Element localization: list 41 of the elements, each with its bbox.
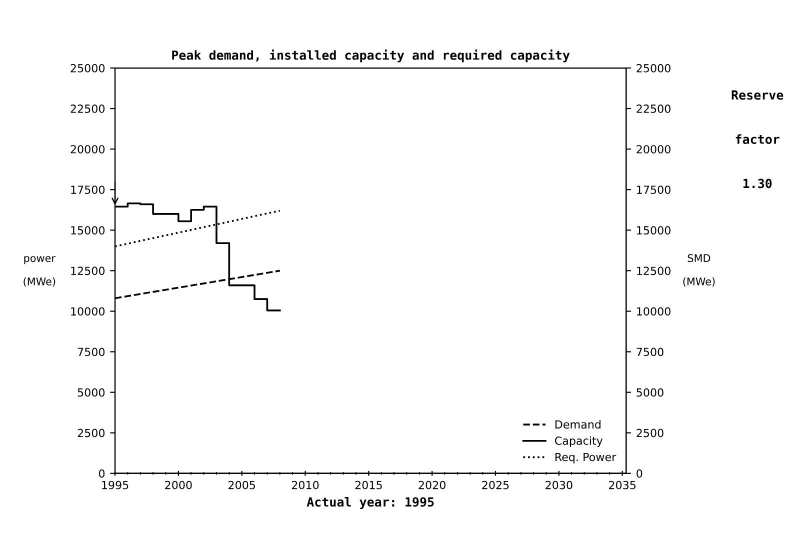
legend-label: Req. Power [555, 452, 616, 464]
y2-tick-label: 22500 [636, 104, 670, 113]
x-tick-label: 2010 [292, 480, 319, 490]
y-tick-label: 25000 [70, 64, 105, 72]
x-axis-title: Actual year: 1995 [306, 496, 434, 510]
y-tick-label: 15000 [71, 226, 105, 235]
y-tick-label: 5000 [78, 388, 105, 397]
x-tick-label: 2020 [418, 480, 446, 490]
x-tick-label: 2035 [609, 480, 636, 490]
legend-label: Demand [555, 420, 600, 429]
y2-tick-label: 15000 [637, 226, 670, 235]
legend-label: Capacity [554, 436, 603, 448]
y-tick-label: 7500 [78, 348, 105, 356]
x-tick-label: 2030 [546, 480, 572, 490]
y2-tick-label: 7500 [636, 348, 664, 356]
y2-tick-label: 17500 [637, 186, 670, 194]
x-tick-label: 1995 [102, 480, 128, 490]
text: 1.30 [743, 178, 772, 188]
y2-tick-label: 5000 [636, 388, 664, 397]
y-tick-label: 22500 [70, 104, 105, 113]
y2-tick-label: 0 [636, 469, 642, 478]
x-tick-label: 2015 [355, 480, 382, 490]
chart-title: Peak demand, installed capacity and required capacity [172, 50, 570, 62]
text: factor [736, 134, 780, 144]
y-tick-label: 10000 [71, 307, 105, 316]
x-tick-label: 2000 [165, 480, 192, 490]
y2-tick-label: 25000 [636, 64, 670, 72]
x-tick-label: 2005 [228, 480, 256, 490]
y2-tick-label: 20000 [636, 145, 670, 154]
y-tick-label: 0 [98, 469, 105, 478]
text: SMD (MWe) [683, 254, 715, 287]
y2-tick-label: 12500 [637, 266, 670, 276]
y-tick-label: 2500 [78, 428, 105, 438]
text: Reserve [732, 90, 784, 100]
text: power (MWe) [24, 256, 56, 287]
y2-tick-label: 10000 [637, 307, 670, 316]
y-tick-label: 20000 [70, 145, 105, 154]
y-tick-label: 17500 [71, 186, 105, 194]
y2-tick-label: 2500 [636, 428, 664, 438]
y-tick-label: 12500 [71, 266, 105, 276]
x-tick-label: 2025 [482, 480, 509, 490]
